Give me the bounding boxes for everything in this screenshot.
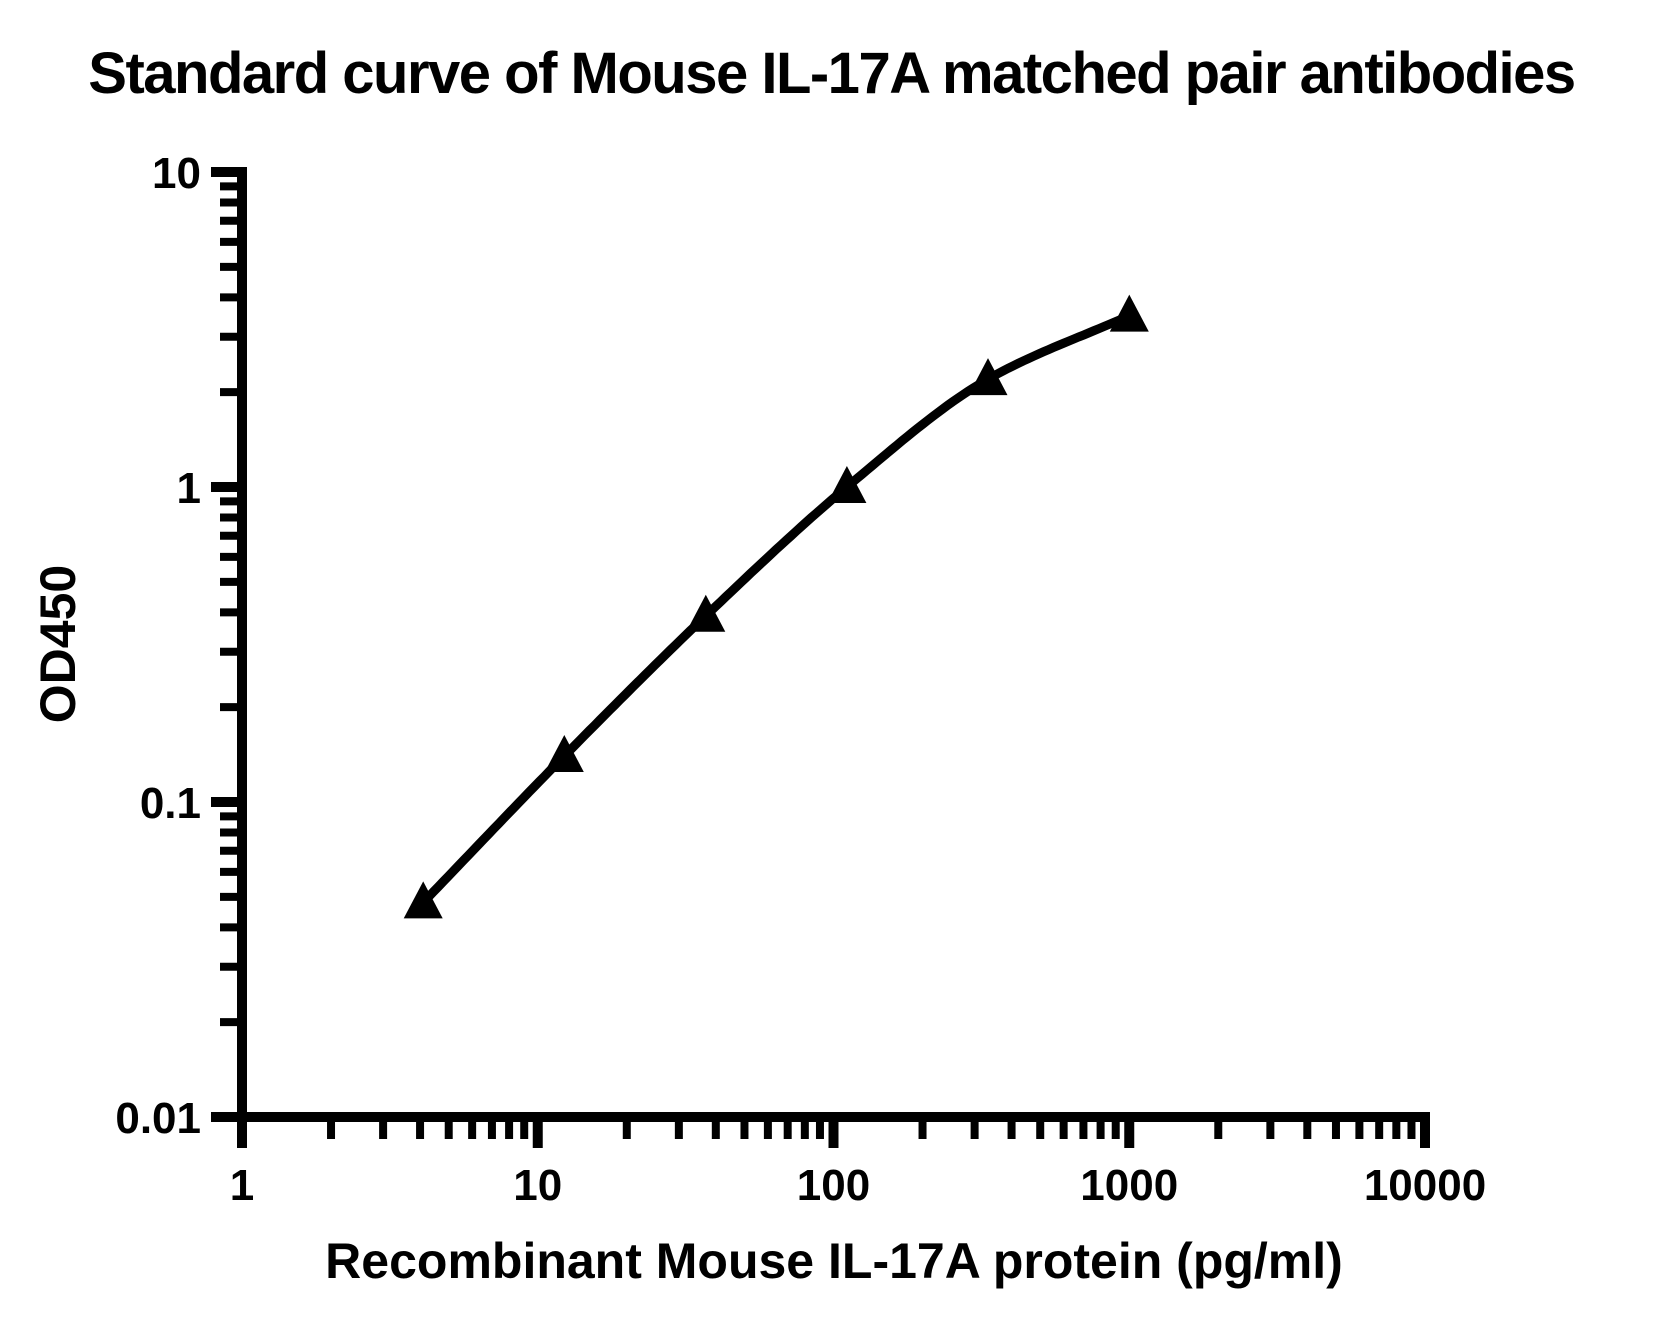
data-point-marker xyxy=(403,881,443,919)
x-tick-label: 10 xyxy=(513,1161,562,1210)
data-point-marker xyxy=(544,735,584,772)
chart-title: Standard curve of Mouse IL-17A matched p… xyxy=(88,41,1576,106)
x-axis-label: Recombinant Mouse IL-17A protein (pg/ml) xyxy=(325,1233,1343,1289)
y-tick-label: 1 xyxy=(177,464,201,513)
data-point-marker xyxy=(686,594,726,632)
x-tick-label: 10000 xyxy=(1364,1161,1486,1210)
x-tick-label: 1000 xyxy=(1080,1161,1178,1210)
y-tick-label: 0.01 xyxy=(115,1094,201,1143)
y-tick-label: 0.1 xyxy=(140,779,201,828)
fitted-curve xyxy=(418,311,1134,907)
data-point-marker xyxy=(968,358,1008,396)
x-tick-label: 100 xyxy=(797,1161,870,1210)
data-point-marker xyxy=(1109,294,1149,332)
data-point-marker xyxy=(827,466,867,503)
x-tick-label: 1 xyxy=(230,1161,254,1210)
y-tick-label: 10 xyxy=(152,149,201,198)
